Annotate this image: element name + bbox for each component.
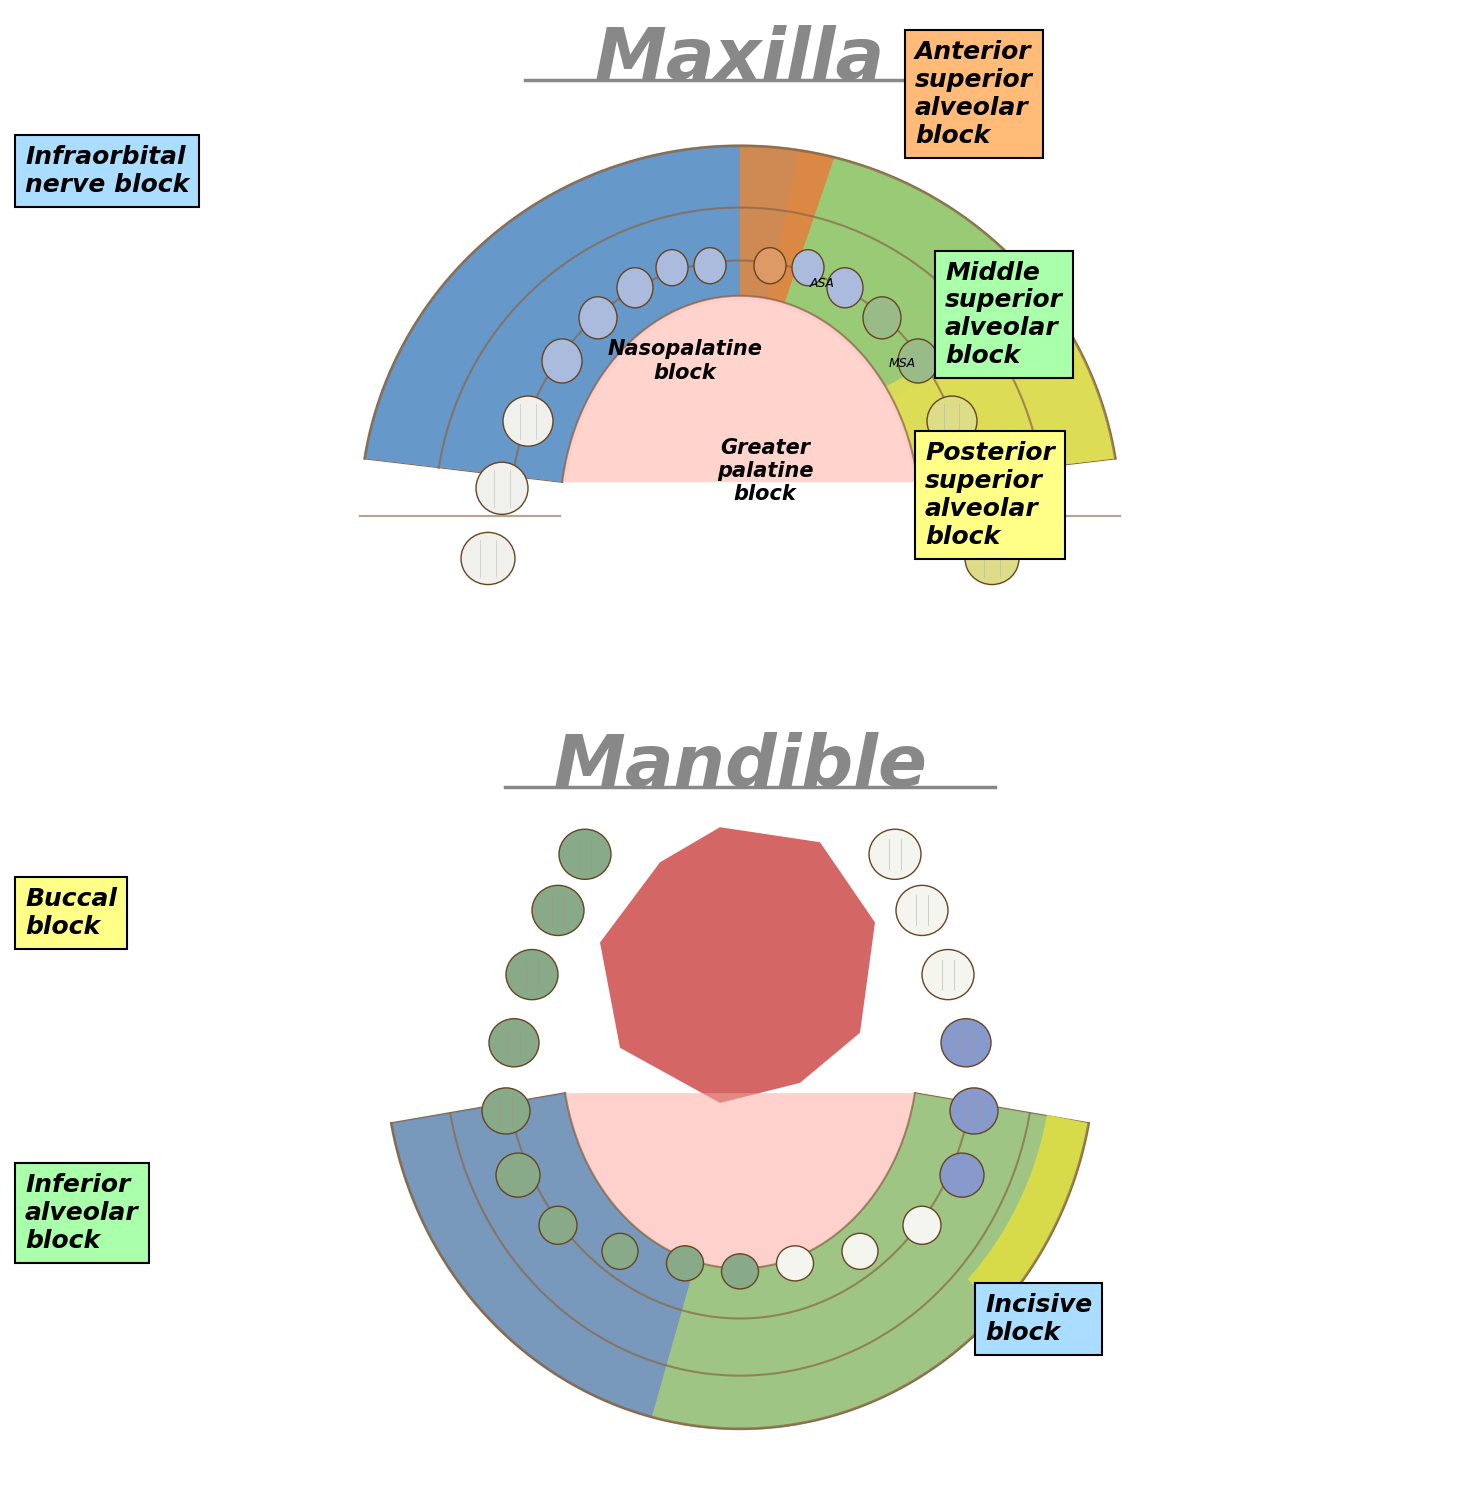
Polygon shape <box>784 158 1061 399</box>
Ellipse shape <box>898 338 938 384</box>
Ellipse shape <box>753 248 786 284</box>
Polygon shape <box>885 299 1116 481</box>
Polygon shape <box>968 1114 1089 1310</box>
Ellipse shape <box>539 1206 577 1244</box>
Polygon shape <box>364 146 1116 481</box>
Ellipse shape <box>926 396 977 447</box>
Ellipse shape <box>656 250 688 286</box>
Polygon shape <box>565 301 915 483</box>
Ellipse shape <box>503 396 554 447</box>
Text: Buccal
block: Buccal block <box>25 887 117 938</box>
Text: Mandible: Mandible <box>554 732 926 802</box>
Text: Inferior
alveolar
block: Inferior alveolar block <box>25 1173 139 1253</box>
Text: Infraorbital
nerve block: Infraorbital nerve block <box>25 146 189 197</box>
Ellipse shape <box>542 338 582 384</box>
Text: Greater
palatine
block: Greater palatine block <box>716 438 813 504</box>
Polygon shape <box>391 1093 696 1417</box>
Polygon shape <box>565 1093 915 1268</box>
Ellipse shape <box>482 1087 530 1134</box>
Ellipse shape <box>792 250 824 286</box>
Ellipse shape <box>602 1233 638 1269</box>
Polygon shape <box>565 1093 915 1268</box>
Ellipse shape <box>617 268 653 308</box>
Ellipse shape <box>496 1154 540 1197</box>
Text: MSA: MSA <box>888 358 916 370</box>
Text: Maxilla: Maxilla <box>595 26 885 95</box>
Ellipse shape <box>460 532 515 585</box>
Ellipse shape <box>531 886 585 935</box>
Polygon shape <box>391 1093 1089 1429</box>
Text: Anterior
superior
alveolar
block: Anterior superior alveolar block <box>915 41 1033 147</box>
Ellipse shape <box>777 1245 814 1281</box>
Polygon shape <box>562 296 918 481</box>
Ellipse shape <box>842 1233 878 1269</box>
Polygon shape <box>740 146 835 302</box>
Ellipse shape <box>721 1254 758 1289</box>
Polygon shape <box>364 146 799 481</box>
Polygon shape <box>364 146 740 481</box>
Ellipse shape <box>952 462 1003 514</box>
Ellipse shape <box>950 1087 998 1134</box>
Ellipse shape <box>922 949 974 1000</box>
Ellipse shape <box>506 949 558 1000</box>
Ellipse shape <box>941 1018 992 1066</box>
Ellipse shape <box>940 1154 984 1197</box>
Ellipse shape <box>895 886 949 935</box>
Ellipse shape <box>488 1018 539 1066</box>
Polygon shape <box>651 1093 1089 1429</box>
Polygon shape <box>364 146 740 481</box>
Ellipse shape <box>965 532 1020 585</box>
Ellipse shape <box>694 248 727 284</box>
Text: Nasopalatine
block: Nasopalatine block <box>608 340 762 382</box>
Text: ASA: ASA <box>810 277 835 290</box>
Text: PSA: PSA <box>958 460 981 472</box>
Text: Middle
superior
alveolar
block: Middle superior alveolar block <box>946 260 1063 368</box>
Ellipse shape <box>827 268 863 308</box>
Ellipse shape <box>477 462 528 514</box>
Polygon shape <box>364 146 835 481</box>
Polygon shape <box>784 158 1079 417</box>
Polygon shape <box>885 299 1116 481</box>
Ellipse shape <box>666 1245 703 1281</box>
Ellipse shape <box>903 1206 941 1244</box>
Ellipse shape <box>559 829 611 880</box>
Text: Posterior
superior
alveolar
block: Posterior superior alveolar block <box>925 441 1055 549</box>
Ellipse shape <box>869 829 921 880</box>
Polygon shape <box>364 146 740 481</box>
Polygon shape <box>599 827 875 1102</box>
Text: Incisive
block: Incisive block <box>986 1293 1092 1345</box>
Ellipse shape <box>579 296 617 338</box>
Ellipse shape <box>863 296 901 338</box>
